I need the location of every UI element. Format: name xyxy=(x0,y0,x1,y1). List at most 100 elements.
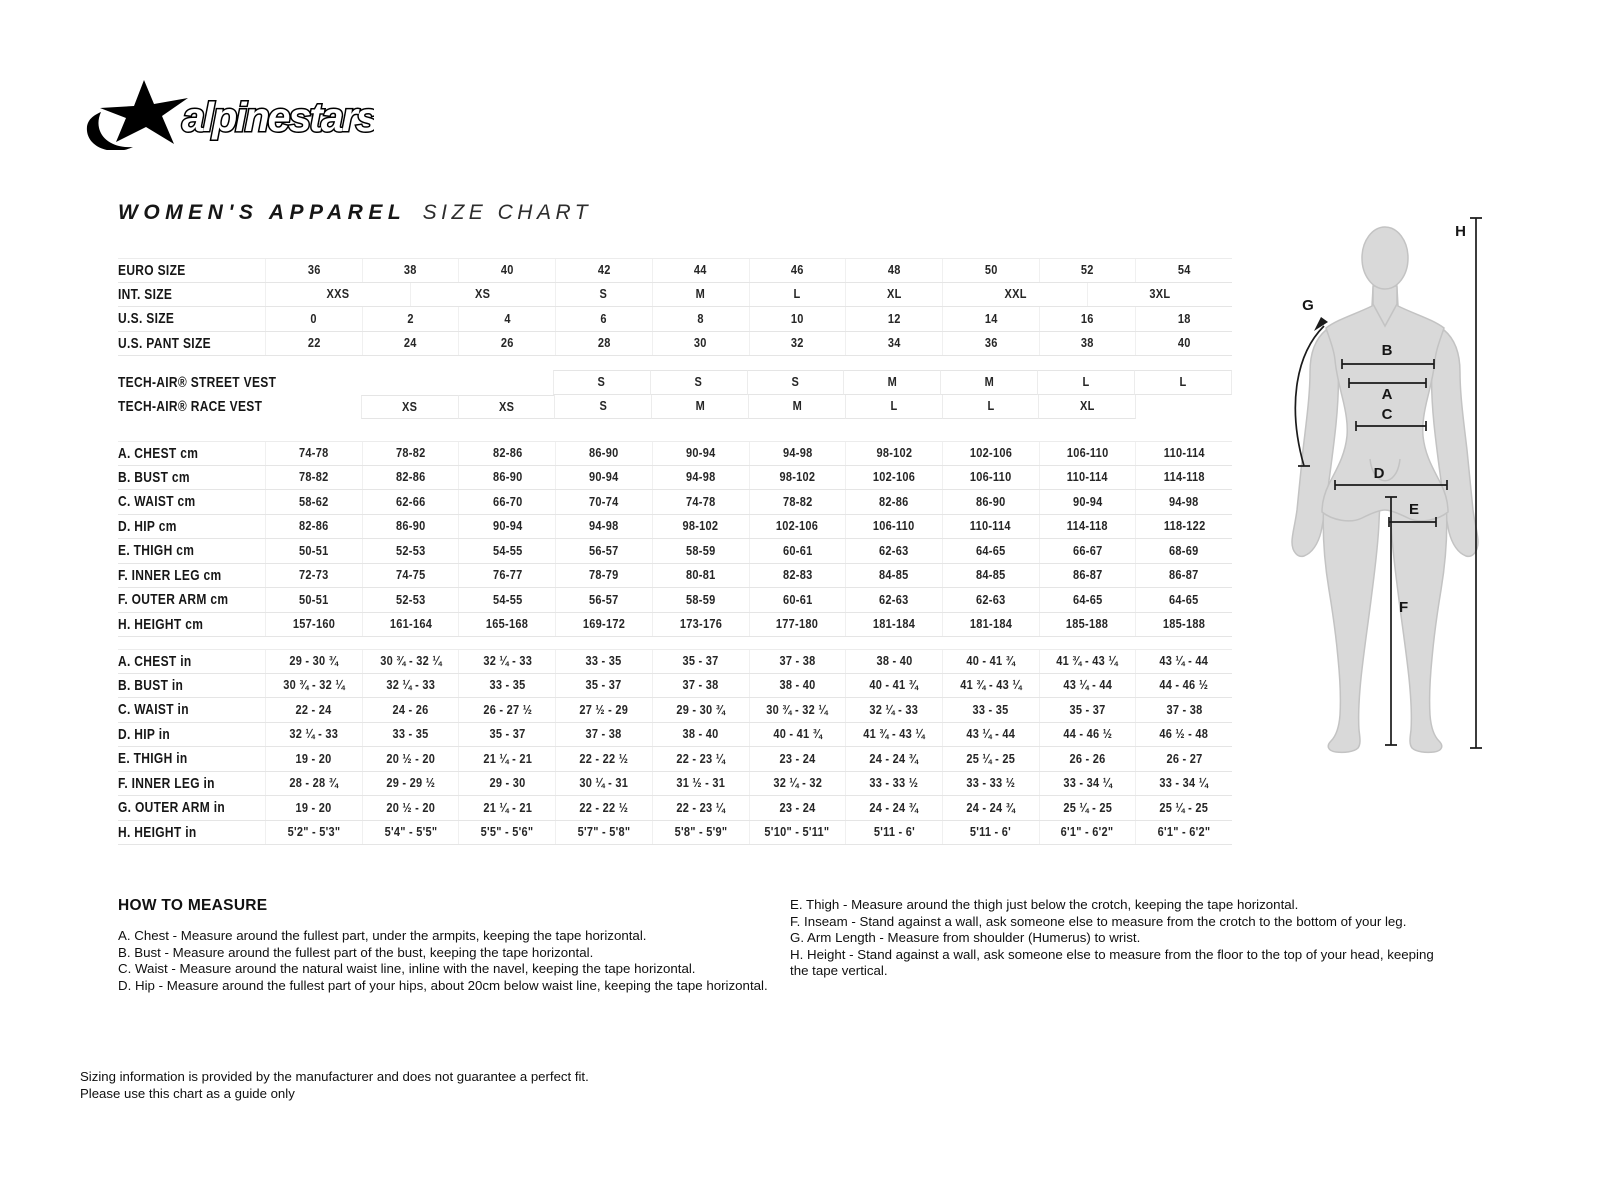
table-cell: 64-65 xyxy=(1038,588,1136,612)
cell-value: 41 ¾ - 43 ¼ xyxy=(1056,654,1119,669)
table-cell: 24 xyxy=(361,331,459,355)
inseam-line xyxy=(1385,496,1397,746)
cell-value: 50-51 xyxy=(299,543,329,558)
cell-value: 50 xyxy=(984,263,998,278)
table-cell: 68-69 xyxy=(1135,539,1232,563)
how-to-measure-heading: HOW TO MEASURE xyxy=(118,897,268,914)
table-cell: 22 - 23 ¼ xyxy=(651,796,749,820)
table-cell: 110-114 xyxy=(941,514,1039,538)
cell-value: 78-79 xyxy=(589,568,619,583)
table-cell: 64-65 xyxy=(941,539,1039,563)
cell-value: 35 - 37 xyxy=(585,678,623,693)
table-cell: 18 xyxy=(1135,307,1232,331)
cell-value: 52-53 xyxy=(395,592,426,607)
table-cell: 5'4" - 5'5" xyxy=(361,820,459,844)
row-label-text: B. BUST in xyxy=(118,676,184,694)
cell-value: M xyxy=(695,399,705,414)
cell-value: 33 - 34 ¼ xyxy=(1159,776,1209,791)
bust-line xyxy=(1341,359,1435,369)
table-cell: 41 ¾ - 43 ¼ xyxy=(845,722,942,746)
cell-value: 0 xyxy=(310,311,318,326)
table-cell: 90-94 xyxy=(1038,490,1136,514)
cell-value: 62-63 xyxy=(879,592,909,607)
table-cell: 114-118 xyxy=(1135,465,1232,489)
measure-item: E. Thigh - Measure around the thigh just… xyxy=(790,897,1299,912)
table-cell: XXL xyxy=(942,282,1087,306)
alpinestars-star-icon xyxy=(86,80,188,150)
table-cell: 26 - 27 xyxy=(1135,747,1232,771)
table-cell: 78-79 xyxy=(555,563,652,587)
cell-value: 24 - 24 ¾ xyxy=(966,800,1016,815)
cell-value: M xyxy=(792,399,802,414)
measure-item: A. Chest - Measure around the fullest pa… xyxy=(118,928,647,943)
cell-value: 181-184 xyxy=(969,617,1012,632)
cell-value: 35 - 37 xyxy=(682,654,719,669)
in-rows-block: A. CHEST in 29 - 30 ¾ 30 ¾ - 32 ¼ 32 ¼ - 33… xyxy=(118,649,1232,845)
cell-value: 20 ½ - 20 xyxy=(386,751,435,766)
table-cell: 2 xyxy=(361,307,459,331)
cell-value: 25 ¼ - 25 xyxy=(1159,800,1209,815)
table-cell: 38 - 40 xyxy=(748,673,846,697)
cell-value: 82-86 xyxy=(879,494,909,509)
table-cell xyxy=(1136,395,1232,420)
table-cell: 23 - 24 xyxy=(748,747,846,771)
cell-value: 22 - 22 ½ xyxy=(579,800,629,815)
table-cell: 38 xyxy=(1038,331,1136,355)
cell-value: 18 xyxy=(1177,311,1191,326)
cell-value: 161-164 xyxy=(389,617,432,632)
tech-rows-block: TECH-AIR® STREET VEST S S S M M L L TECH-AIR® RA… xyxy=(118,370,1233,420)
cell-value: 94-98 xyxy=(1169,494,1199,509)
cell-value: 5'10" - 5'11" xyxy=(764,825,830,840)
cell-value: 30 ¼ - 31 xyxy=(579,776,629,791)
cell-value: 102-106 xyxy=(872,470,916,485)
cell-value: 62-66 xyxy=(395,494,426,509)
cell-value: M xyxy=(984,375,995,390)
table-cell: 72-73 xyxy=(265,563,362,587)
cell-value: L xyxy=(890,399,898,414)
right-leg xyxy=(1389,499,1448,754)
cell-value: 37 - 38 xyxy=(682,678,719,693)
cell-value: 64-65 xyxy=(1169,592,1199,607)
row-label-text: C. WAIST cm xyxy=(118,493,196,511)
table-cell: 32 ¼ - 33 xyxy=(361,673,459,697)
cell-value: 24 - 24 ¾ xyxy=(869,800,919,815)
row-label-text: B. BUST cm xyxy=(118,468,190,486)
table-cell: 35 - 37 xyxy=(651,650,749,673)
table-cell: 22 - 24 xyxy=(265,698,362,722)
table-cell: 98-102 xyxy=(748,465,846,489)
table-cell: 23 - 24 xyxy=(748,796,846,820)
table-cell: 27 ½ - 29 xyxy=(555,698,652,722)
cell-value: 106-110 xyxy=(873,519,915,534)
cell-value: 60-61 xyxy=(782,543,813,558)
row-label: A. CHEST in xyxy=(118,650,265,673)
measure-item: H. Height - Stand against a wall, ask so… xyxy=(790,946,1434,979)
table-cell: 21 ¼ - 21 xyxy=(458,796,555,820)
row-label: G. OUTER ARM in xyxy=(118,796,265,820)
cell-value: 38 - 40 xyxy=(682,727,719,742)
cell-value: 22 - 24 xyxy=(295,702,332,717)
cell-value: 118-122 xyxy=(1163,519,1205,534)
table-cell: 64-65 xyxy=(1135,588,1232,612)
table-cell: 43 ¼ - 44 xyxy=(1038,673,1136,697)
table-cell: 33 - 35 xyxy=(555,650,652,673)
table-cell xyxy=(265,370,361,395)
cell-value: L xyxy=(1082,375,1090,390)
table-cell: 102-106 xyxy=(748,514,846,538)
table-cell: 21 ¼ - 21 xyxy=(458,747,555,771)
table-cell: 157-160 xyxy=(265,612,362,636)
table-cell: 50-51 xyxy=(265,588,362,612)
table-cell: 94-98 xyxy=(555,514,652,538)
alpinestars-logo: alpinestars xyxy=(86,80,374,150)
cell-value: 32 xyxy=(790,336,804,351)
chest-line xyxy=(1348,378,1427,388)
table-cell: 74-78 xyxy=(651,490,749,514)
cell-value: L xyxy=(986,399,994,414)
table-cell: 94-98 xyxy=(748,442,846,465)
table-row: B. BUST in 30 ¾ - 32 ¼ 32 ¼ - 33 33 - 35 35 … xyxy=(118,673,1232,698)
cell-value: 40 - 41 ¾ xyxy=(772,727,822,742)
cell-value: 16 xyxy=(1081,311,1094,326)
table-cell: 110-114 xyxy=(1038,465,1136,489)
label-inseam: F xyxy=(1399,599,1408,616)
table-cell: S xyxy=(746,370,844,395)
how-to-measure-right: E. Thigh - Measure around the thigh just… xyxy=(790,897,1452,980)
